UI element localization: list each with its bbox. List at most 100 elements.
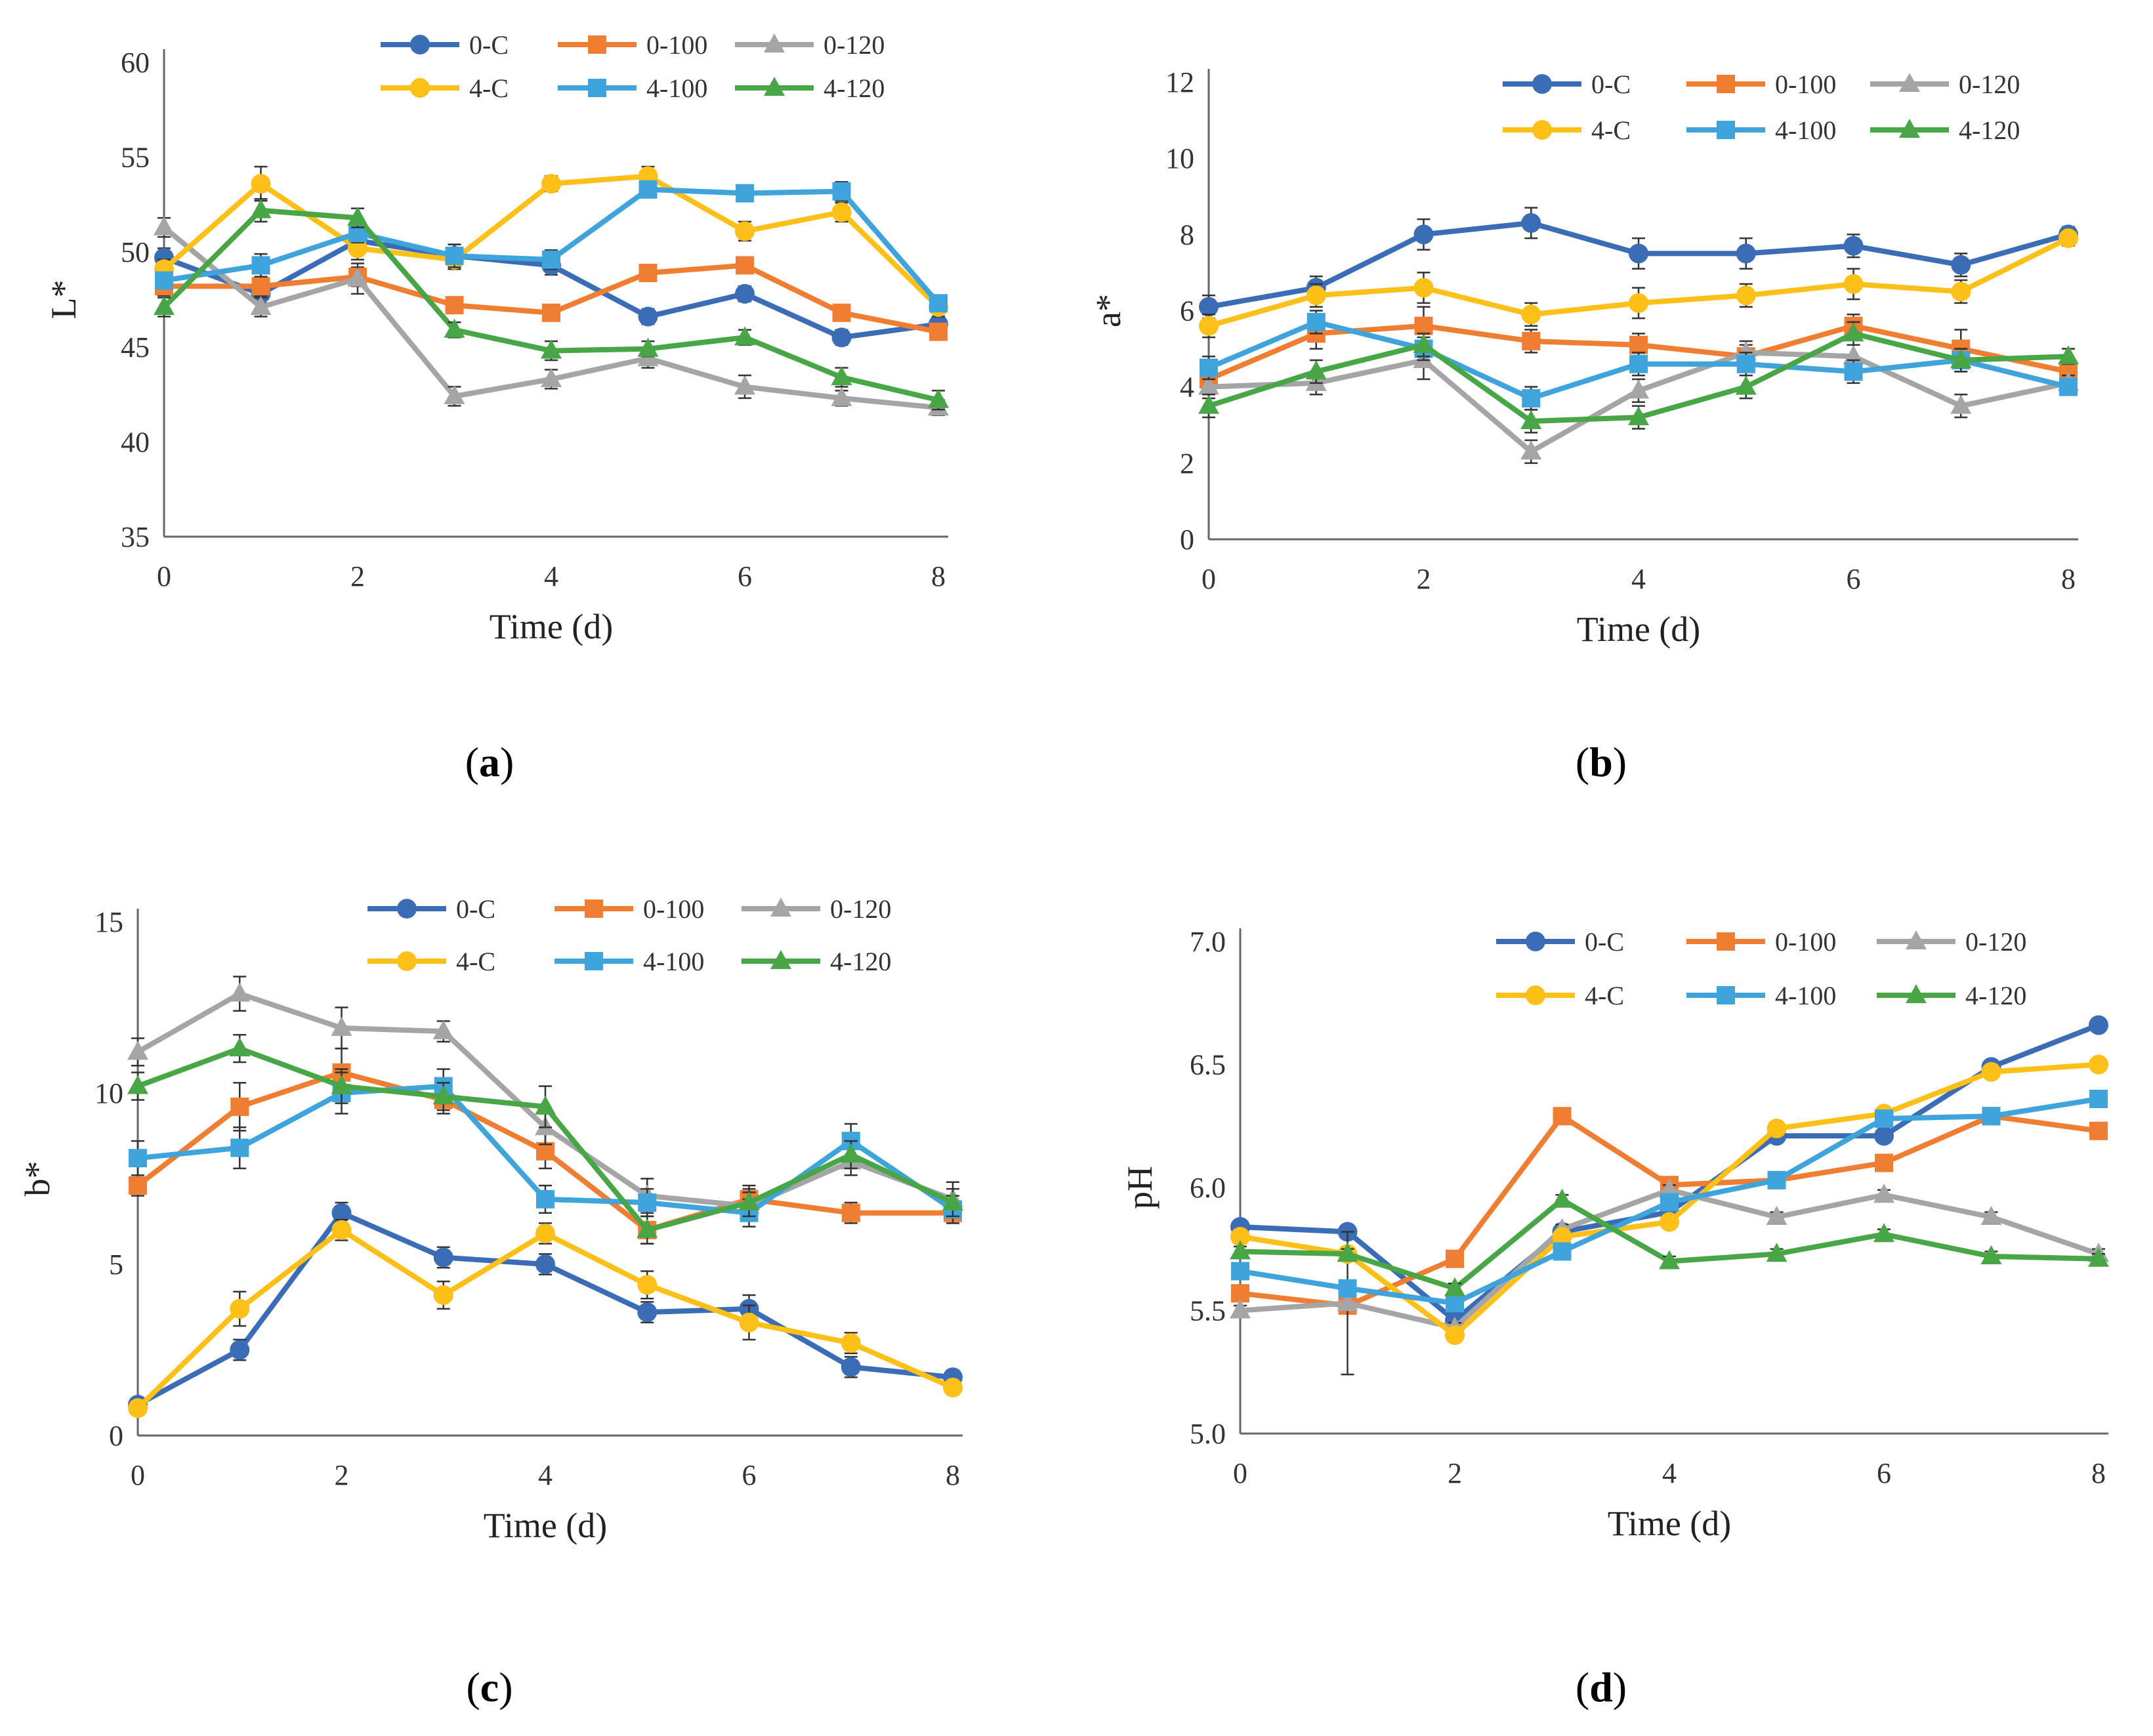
data-point-c-0-120 — [127, 1041, 148, 1060]
data-point-b-4-120 — [2058, 345, 2079, 365]
data-point-b-4-C — [1199, 316, 1219, 336]
legend-marker-c-4-120 — [770, 950, 791, 969]
series-line-a-4-C — [162, 173, 940, 309]
y-tick-label-b: 10 — [1165, 142, 1194, 175]
legend-item-d-0-C: 0-C — [1496, 927, 1624, 957]
x-tick-label-b: 2 — [1417, 563, 1431, 595]
legend-label-c: 0-C — [456, 894, 495, 924]
legend-item-a-0-C: 0-C — [381, 30, 509, 60]
legend-label-a: 0-120 — [824, 30, 885, 60]
legend-label-c: 4-120 — [830, 947, 891, 976]
data-point-c-4-120 — [432, 1085, 454, 1105]
legend-label-c: 0-100 — [643, 894, 704, 924]
caption-d: (d) — [1575, 1664, 1627, 1710]
data-point-a-0-100 — [445, 296, 464, 315]
legend-marker-b-0-120 — [1899, 73, 1920, 92]
data-point-a-0-100 — [638, 264, 658, 283]
data-point-c-0-C — [637, 1302, 658, 1323]
y-axis-title-d: pH — [1120, 1166, 1160, 1209]
data-point-d-4-100 — [1231, 1262, 1249, 1281]
data-point-b-4-C — [1951, 281, 1971, 302]
series-a-0-C — [154, 230, 948, 348]
legend-label-d: 4-120 — [1965, 981, 2026, 1010]
data-point-a-0-100 — [542, 303, 560, 322]
y-axis-title-a: L* — [44, 280, 83, 320]
x-tick-label-b: 6 — [1847, 563, 1861, 595]
y-tick-label-b: 4 — [1180, 371, 1194, 403]
series-d-0-C — [1230, 1015, 2108, 1331]
x-axis-title-b: Time (d) — [1577, 610, 1701, 649]
data-point-d-4-100 — [2089, 1090, 2108, 1108]
legend-item-d-4-100: 4-100 — [1686, 981, 1836, 1010]
legend-item-c-4-C: 4-C — [367, 947, 495, 976]
data-point-d-4-C — [2089, 1054, 2108, 1075]
data-point-a-4-100 — [155, 271, 173, 290]
series-c-0-100 — [129, 1047, 962, 1245]
data-point-c-4-120 — [127, 1075, 148, 1094]
data-point-c-4-120 — [942, 1191, 963, 1211]
legend-label-b: 4-100 — [1775, 115, 1836, 145]
data-point-c-4-C — [943, 1377, 963, 1397]
legend-item-b-4-C: 4-C — [1503, 115, 1631, 145]
legend-marker-d-4-100 — [1717, 986, 1735, 1004]
x-tick-label-c: 6 — [742, 1459, 757, 1491]
data-point-d-4-100 — [1553, 1242, 1572, 1261]
y-tick-label-a: 50 — [121, 236, 150, 268]
data-point-a-4-100 — [929, 294, 948, 313]
legend-marker-c-4-100 — [585, 952, 603, 970]
legend-marker-a-4-C — [410, 78, 430, 98]
series-c-0-C — [128, 1201, 963, 1415]
series-d-4-120 — [1230, 1188, 2109, 1296]
data-point-a-0-100 — [736, 256, 754, 275]
x-tick-label-c: 0 — [131, 1459, 145, 1491]
y-tick-label-b: 2 — [1180, 447, 1194, 480]
data-point-b-0-120 — [1628, 379, 1649, 399]
data-point-c-0-120 — [331, 1016, 352, 1036]
caption-a: (a) — [465, 739, 514, 785]
data-point-b-4-C — [1521, 304, 1541, 325]
y-tick-label-b: 0 — [1180, 524, 1194, 556]
y-tick-label-c: 15 — [94, 906, 123, 938]
data-point-a-4-120 — [444, 318, 465, 338]
data-point-b-4-100 — [2059, 377, 2078, 396]
data-point-a-4-120 — [637, 337, 659, 357]
legend-marker-c-0-120 — [770, 898, 791, 917]
legend-item-b-4-100: 4-100 — [1686, 115, 1836, 145]
data-point-b-4-C — [1843, 274, 1864, 294]
data-point-b-0-C — [1199, 297, 1219, 317]
data-point-c-4-120 — [535, 1095, 556, 1115]
legend-item-a-0-120: 0-120 — [735, 30, 885, 60]
data-point-d-4-C — [1660, 1212, 1679, 1232]
x-tick-label-d: 2 — [1448, 1457, 1462, 1489]
series-a-4-C — [154, 165, 948, 318]
data-point-a-4-C — [541, 174, 561, 194]
data-point-a-0-100 — [251, 277, 270, 296]
y-tick-label-a: 40 — [121, 426, 150, 458]
data-point-d-4-100 — [1875, 1109, 1893, 1128]
data-point-a-4-C — [251, 174, 271, 194]
y-tick-label-a: 55 — [121, 142, 150, 174]
data-point-c-4-100 — [536, 1189, 554, 1209]
chart-svg-d: 5.0 5.5 6.0 6.5 7.0 0 2 4 6 8 Time (d) pH 0-C 0-100 0-… — [1120, 926, 2109, 1543]
data-point-b-0-100 — [1414, 316, 1433, 335]
data-point-a-4-100 — [638, 180, 658, 199]
data-point-a-0-120 — [347, 267, 368, 287]
data-point-b-0-100 — [1522, 331, 1541, 350]
data-point-c-4-100 — [230, 1138, 249, 1157]
legend-item-a-4-C: 4-C — [381, 73, 509, 103]
y-tick-label-d: 6.5 — [1190, 1049, 1226, 1081]
data-point-b-4-100 — [1844, 362, 1863, 381]
data-point-a-0-120 — [154, 216, 175, 236]
legend-label-b: 4-C — [1591, 115, 1631, 145]
legend-marker-d-0-C — [1526, 932, 1545, 951]
data-point-c-0-C — [331, 1203, 352, 1223]
y-tick-label-d: 5.5 — [1190, 1295, 1226, 1327]
data-point-a-0-100 — [929, 322, 948, 341]
legend-item-a-0-100: 0-100 — [558, 30, 707, 60]
data-point-c-0-100 — [841, 1203, 860, 1222]
x-tick-label-d: 0 — [1233, 1457, 1247, 1489]
x-tick-label-b: 4 — [1631, 563, 1646, 595]
data-point-d-4-C — [1230, 1227, 1250, 1247]
data-point-b-0-120 — [1198, 375, 1219, 395]
data-point-b-4-120 — [1628, 406, 1649, 426]
